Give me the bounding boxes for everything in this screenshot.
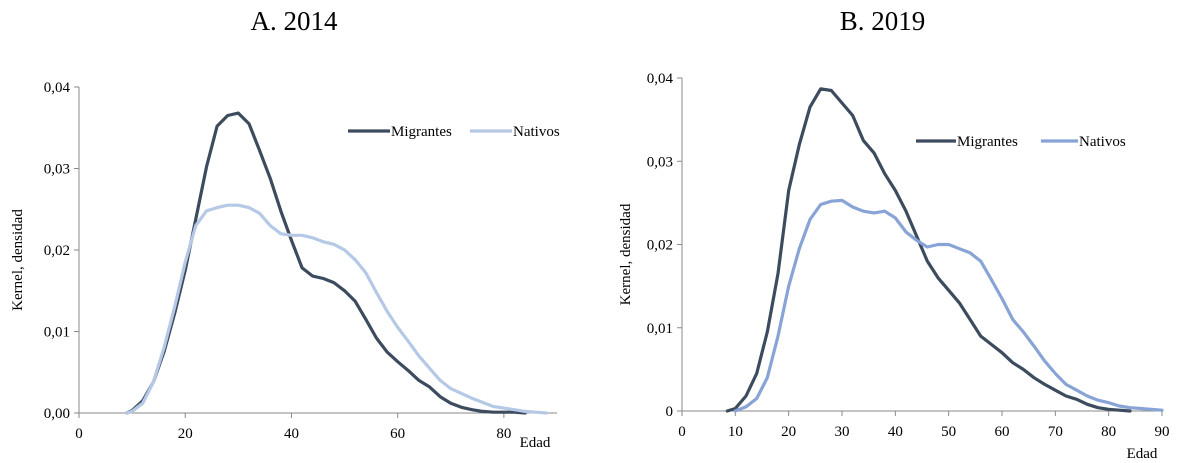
x-tick-label: 0: [678, 424, 686, 440]
y-tick-label: 0,04: [647, 71, 674, 87]
x-tick-label: 80: [496, 426, 511, 442]
y-tick-label: 0,01: [44, 325, 70, 341]
x-tick-label: 30: [835, 424, 850, 440]
y-tick-label: 0,02: [647, 238, 673, 254]
chart-svg: 0 0,01 0,02 0,03 0,04 0 10 20 30 40 50 60 70 80 90 Edad…: [618, 71, 1170, 462]
y-tick-label: 0,02: [44, 243, 70, 259]
chart-title: A. 2014: [250, 6, 338, 36]
x-tick-label: 80: [1101, 424, 1116, 440]
series-line-migrantes: [725, 87, 1132, 413]
x-tick-label: 60: [995, 424, 1010, 440]
legend-label-nativos: Nativos: [1079, 134, 1126, 150]
x-tick-label: 20: [178, 426, 193, 442]
x-tick-label: 40: [284, 426, 299, 442]
series-line-nativos: [733, 198, 1164, 413]
x-tick-label: 50: [941, 424, 956, 440]
x-tick-label: 10: [728, 424, 743, 440]
y-tick-label: 0,03: [647, 154, 673, 170]
series-line-nativos: [125, 203, 549, 415]
legend-label-migrantes: Migrantes: [391, 124, 452, 140]
chart-panel-2014: A. 2014 0,00 0,01 0,02 0,03 0,04 0 20 40 60 80 Eda…: [0, 0, 588, 463]
chart-svg: 0,00 0,01 0,02 0,03 0,04 0 20 40 60 80 Edad Kernel,…: [10, 80, 560, 451]
legend-label-migrantes: Migrantes: [957, 134, 1018, 150]
legend-label-nativos: Nativos: [513, 124, 560, 140]
x-axis-label: Edad: [520, 435, 551, 451]
x-axis-label: Edad: [1127, 446, 1158, 462]
y-axis-label: Kernel, densidad: [10, 209, 26, 311]
x-tick-label: 40: [888, 424, 903, 440]
x-tick-label: 60: [390, 426, 405, 442]
y-tick-label: 0,01: [647, 321, 673, 337]
y-tick-label: 0,00: [44, 406, 70, 422]
x-tick-label: 90: [1155, 424, 1170, 440]
x-tick-label: 20: [781, 424, 796, 440]
y-tick-label: 0: [666, 404, 674, 420]
chart-panel-2019: B. 2019 0 0,01 0,02 0,03 0,04 0 10 20 30 40 50 60 70…: [588, 0, 1177, 463]
y-tick-label: 0,03: [44, 162, 70, 178]
y-tick-label: 0,04: [44, 80, 71, 96]
y-axis-label: Kernel, densidad: [618, 203, 634, 305]
x-tick-label: 70: [1048, 424, 1063, 440]
chart-title: B. 2019: [839, 6, 926, 36]
x-tick-label: 0: [75, 426, 83, 442]
